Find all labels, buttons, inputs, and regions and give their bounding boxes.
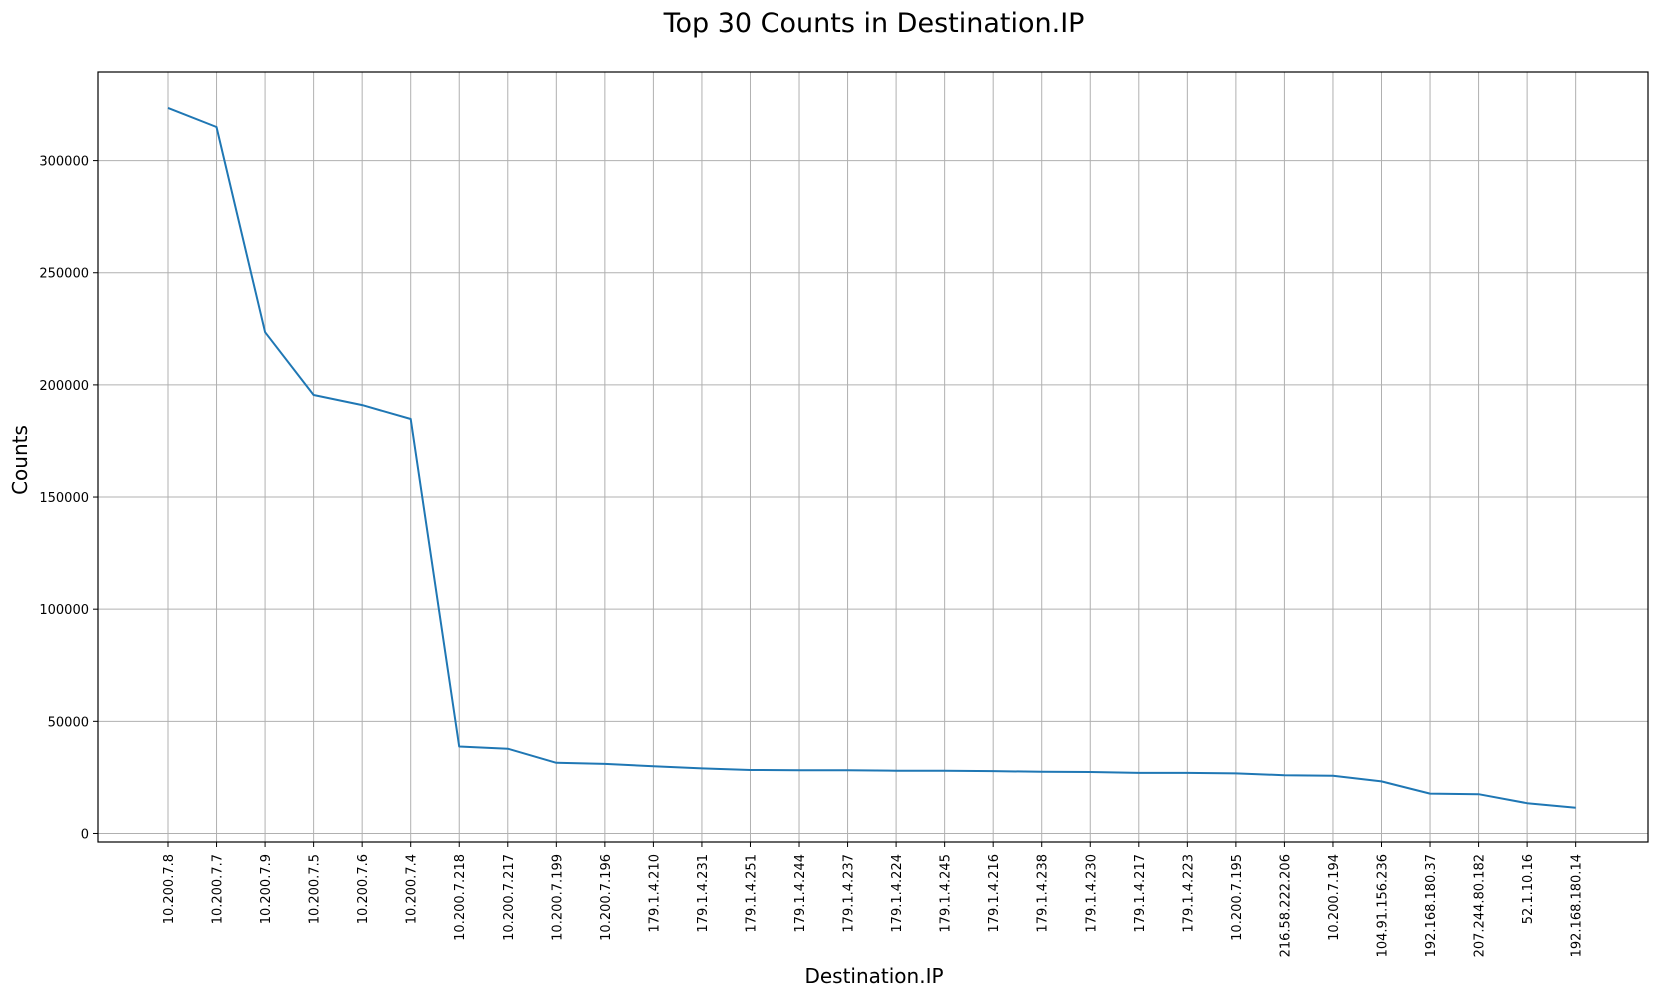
data-point (410, 418, 412, 420)
data-point (1041, 771, 1043, 773)
grid-lines (98, 72, 1648, 842)
series-line (167, 106, 1576, 809)
y-tick-label: 250000 (39, 267, 89, 282)
data-point (458, 745, 460, 747)
series-layer (167, 106, 1577, 809)
data-point (992, 770, 994, 772)
data-point (555, 762, 557, 764)
data-point (1478, 793, 1480, 795)
y-axis-label: Counts (8, 425, 32, 495)
y-tick-label: 150000 (39, 491, 89, 506)
data-point (1575, 807, 1577, 809)
plot-frame (97, 71, 1649, 843)
x-tick-label: 10.200.7.4 (405, 854, 420, 924)
x-tick-label: 52.1.10.16 (1521, 854, 1536, 924)
y-tick-label: 0 (81, 827, 89, 842)
data-point (1235, 772, 1237, 774)
data-point (1089, 771, 1091, 773)
x-tick-label: 10.200.7.199 (550, 854, 565, 941)
x-tick-label: 10.200.7.217 (502, 854, 517, 941)
x-tick-label: 10.200.7.8 (162, 854, 177, 924)
x-tick-label: 179.1.4.244 (793, 854, 808, 933)
x-tick-label: 10.200.7.195 (1230, 854, 1245, 941)
data-point (1429, 793, 1431, 795)
data-point (749, 769, 751, 771)
data-point (604, 763, 606, 765)
x-tick-label: 216.58.222.206 (1278, 854, 1293, 957)
data-point (1138, 772, 1140, 774)
x-tick-label: 179.1.4.237 (842, 854, 857, 933)
x-tick-label: 10.200.7.5 (308, 854, 323, 924)
data-point (361, 404, 363, 406)
data-point (264, 331, 266, 333)
data-point (652, 765, 654, 767)
x-tick-label: 179.1.4.216 (987, 854, 1002, 933)
data-point (1332, 775, 1334, 777)
data-point (167, 107, 169, 109)
axis-ticks: 0 50000 100000 150000 200000 250000 300000 10.2… (39, 155, 1584, 958)
x-tick-label: 10.200.7.7 (211, 854, 226, 924)
y-tick-label: 200000 (39, 379, 89, 394)
x-tick-label: 207.244.80.182 (1473, 854, 1488, 957)
x-tick-label: 179.1.4.210 (647, 854, 662, 933)
x-tick-label: 179.1.4.230 (1084, 854, 1099, 933)
x-tick-label: 192.168.180.14 (1570, 854, 1585, 957)
x-tick-label: 179.1.4.217 (1133, 854, 1148, 933)
x-tick-label: 179.1.4.238 (1036, 854, 1051, 933)
data-point (798, 769, 800, 771)
x-tick-label: 10.200.7.196 (599, 854, 614, 941)
data-point (847, 769, 849, 771)
chart-title: Top 30 Counts in Destination.IP (663, 8, 1085, 39)
data-point (1283, 774, 1285, 776)
data-point (216, 126, 218, 128)
data-point (1186, 772, 1188, 774)
x-tick-label: 179.1.4.251 (744, 854, 759, 933)
y-tick-label: 300000 (39, 155, 89, 170)
x-tick-label: 179.1.4.245 (939, 854, 954, 933)
data-point (1526, 802, 1528, 804)
x-tick-label: 10.200.7.6 (356, 854, 371, 924)
x-tick-label: 104.91.156.236 (1376, 854, 1391, 957)
x-tick-label: 179.1.4.223 (1181, 854, 1196, 933)
x-tick-label: 10.200.7.194 (1327, 854, 1342, 941)
data-point (701, 767, 703, 769)
data-point (507, 748, 509, 750)
x-tick-label: 179.1.4.224 (890, 854, 905, 933)
data-point (1381, 780, 1383, 782)
data-point (944, 770, 946, 772)
data-point (895, 770, 897, 772)
x-tick-label: 10.200.7.218 (453, 854, 468, 941)
x-axis-label: Destination.IP (804, 964, 943, 988)
y-tick-label: 100000 (39, 603, 89, 618)
x-tick-label: 192.168.180.37 (1424, 854, 1439, 957)
y-tick-label: 50000 (48, 715, 89, 730)
data-point (313, 394, 315, 396)
x-tick-label: 179.1.4.231 (696, 854, 711, 933)
x-tick-label: 10.200.7.9 (259, 854, 274, 924)
